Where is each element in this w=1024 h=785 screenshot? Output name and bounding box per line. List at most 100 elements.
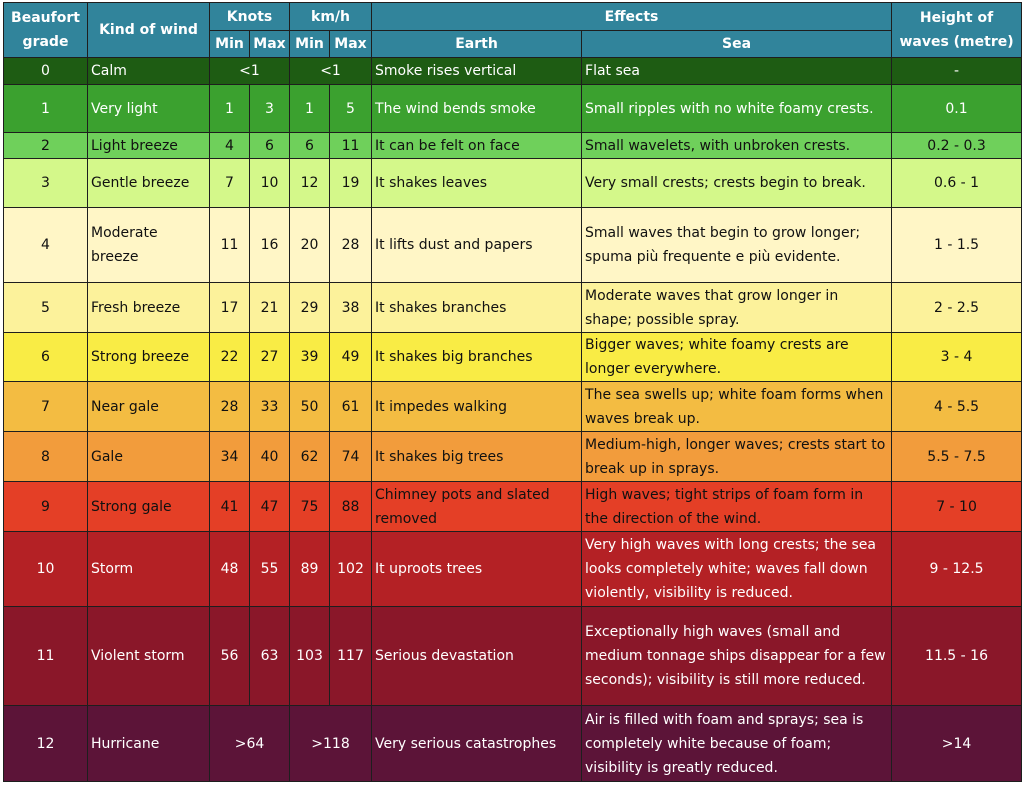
earth-effect-cell: It uproots trees — [371, 531, 583, 607]
earth-effect-cell: It can be felt on face — [371, 132, 583, 159]
kmh-min-cell: 6 — [289, 132, 330, 159]
header-effects: Effects — [371, 2, 893, 31]
wave-height-cell: 0.1 — [891, 84, 1023, 133]
kmh-min-cell: 39 — [289, 332, 330, 382]
kind-cell: Fresh breeze — [87, 282, 210, 333]
header-kind-of-wind: Kind of wind — [87, 2, 210, 58]
knots-min-cell: 34 — [209, 431, 250, 482]
knots-max-cell: 3 — [249, 84, 290, 133]
knots-max-cell: 55 — [249, 531, 290, 607]
knots-min-cell: 56 — [209, 606, 250, 706]
earth-effect-cell: It shakes big trees — [371, 431, 583, 482]
wave-height-cell: - — [891, 57, 1023, 85]
wave-height-cell: 5.5 - 7.5 — [891, 431, 1023, 482]
knots-min-cell: 17 — [209, 282, 250, 333]
knots-min-cell: 4 — [209, 132, 250, 159]
header-kmh: km/h — [288, 2, 373, 31]
sea-effect-cell: Moderate waves that grow longer in shape… — [581, 282, 893, 333]
kmh-cell: <1 — [288, 57, 373, 85]
sea-effect-cell: Very small crests; crests begin to break… — [581, 158, 893, 208]
grade-cell: 1 — [3, 84, 88, 133]
header-sea: Sea — [581, 30, 893, 58]
kmh-max-cell: 74 — [328, 431, 373, 482]
kmh-max-cell: 5 — [328, 84, 373, 133]
kmh-max-cell: 102 — [328, 531, 373, 607]
earth-effect-cell: It lifts dust and papers — [371, 207, 583, 283]
wave-height-cell: 4 - 5.5 — [891, 381, 1023, 432]
table-row: 6 Strong breeze 22 27 39 49 It shakes bi… — [3, 332, 1023, 382]
knots-max-cell: 21 — [249, 282, 290, 333]
grade-cell: 6 — [3, 332, 88, 382]
table-row: 2 Light breeze 4 6 6 11 It can be felt o… — [3, 132, 1023, 159]
grade-cell: 2 — [3, 132, 88, 159]
knots-min-cell: 48 — [209, 531, 250, 607]
wave-height-cell: 1 - 1.5 — [891, 207, 1023, 283]
sea-effect-cell: Air is filled with foam and sprays; sea … — [581, 705, 893, 782]
header-knots: Knots — [209, 2, 290, 31]
knots-min-cell: 41 — [209, 481, 250, 532]
knots-min-cell: 7 — [209, 158, 250, 208]
wave-height-cell: 2 - 2.5 — [891, 282, 1023, 333]
kind-cell: Light breeze — [87, 132, 210, 159]
sea-effect-cell: Exceptionally high waves (small and medi… — [581, 606, 893, 706]
table-row: 10 Storm 48 55 89 102 It uproots trees V… — [3, 531, 1023, 607]
table-row: 3 Gentle breeze 7 10 12 19 It shakes lea… — [3, 158, 1023, 208]
grade-cell: 11 — [3, 606, 88, 706]
table-row: 11 Violent storm 56 63 103 117 Serious d… — [3, 606, 1023, 706]
kind-cell: Gale — [87, 431, 210, 482]
kind-cell: Very light — [87, 84, 210, 133]
wave-height-cell: 0.6 - 1 — [891, 158, 1023, 208]
kmh-max-cell: 19 — [328, 158, 373, 208]
sea-effect-cell: Flat sea — [581, 57, 893, 85]
knots-max-cell: 27 — [249, 332, 290, 382]
wave-height-cell: 0.2 - 0.3 — [891, 132, 1023, 159]
grade-cell: 4 — [3, 207, 88, 283]
grade-cell: 8 — [3, 431, 88, 482]
kmh-max-cell: 117 — [328, 606, 373, 706]
table-row: 4 Moderate breeze 11 16 20 28 It lifts d… — [3, 207, 1023, 283]
wave-height-cell: 9 - 12.5 — [891, 531, 1023, 607]
kmh-min-cell: 20 — [289, 207, 330, 283]
header-wave-height: Height of waves (metre) — [891, 2, 1023, 58]
kind-cell: Storm — [87, 531, 210, 607]
earth-effect-cell: It shakes big branches — [371, 332, 583, 382]
earth-effect-cell: It shakes branches — [371, 282, 583, 333]
kmh-min-cell: 62 — [289, 431, 330, 482]
header-kmh-min: Min — [289, 30, 330, 58]
knots-max-cell: 6 — [249, 132, 290, 159]
beaufort-scale-table: Beaufort grade Kind of wind Knots km/h E… — [3, 2, 1023, 782]
wave-height-cell: 11.5 - 16 — [891, 606, 1023, 706]
sea-effect-cell: Very high waves with long crests; the se… — [581, 531, 893, 607]
table-row: 5 Fresh breeze 17 21 29 38 It shakes bra… — [3, 282, 1023, 333]
knots-min-cell: 22 — [209, 332, 250, 382]
knots-max-cell: 16 — [249, 207, 290, 283]
grade-cell: 5 — [3, 282, 88, 333]
knots-min-cell: 1 — [209, 84, 250, 133]
kind-cell: Near gale — [87, 381, 210, 432]
earth-effect-cell: Very serious catastrophes — [371, 705, 583, 782]
grade-cell: 12 — [3, 705, 88, 782]
table-row: 9 Strong gale 41 47 75 88 Chimney pots a… — [3, 481, 1023, 532]
kmh-max-cell: 88 — [328, 481, 373, 532]
kmh-max-cell: 49 — [328, 332, 373, 382]
knots-cell: <1 — [209, 57, 290, 85]
table-row: 1 Very light 1 3 1 5 The wind bends smok… — [3, 84, 1023, 133]
kmh-min-cell: 89 — [289, 531, 330, 607]
earth-effect-cell: It shakes leaves — [371, 158, 583, 208]
sea-effect-cell: Small waves that begin to grow longer; s… — [581, 207, 893, 283]
kmh-min-cell: 103 — [289, 606, 330, 706]
kind-cell: Strong gale — [87, 481, 210, 532]
header-knots-min: Min — [209, 30, 250, 58]
kmh-min-cell: 1 — [289, 84, 330, 133]
kmh-max-cell: 61 — [328, 381, 373, 432]
wave-height-cell: >14 — [891, 705, 1023, 782]
kind-cell: Hurricane — [87, 705, 210, 782]
kmh-min-cell: 12 — [289, 158, 330, 208]
grade-cell: 10 — [3, 531, 88, 607]
kmh-max-cell: 38 — [328, 282, 373, 333]
sea-effect-cell: Medium-high, longer waves; crests start … — [581, 431, 893, 482]
knots-max-cell: 40 — [249, 431, 290, 482]
header-earth: Earth — [371, 30, 583, 58]
knots-cell: >64 — [209, 705, 290, 782]
kmh-min-cell: 50 — [289, 381, 330, 432]
